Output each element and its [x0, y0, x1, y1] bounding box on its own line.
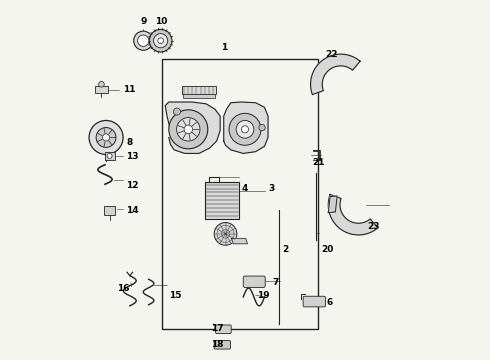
Polygon shape	[232, 238, 247, 244]
Circle shape	[184, 125, 193, 134]
Text: 20: 20	[321, 244, 334, 253]
Text: 1: 1	[220, 43, 227, 52]
Text: 9: 9	[141, 17, 147, 26]
Text: 12: 12	[126, 181, 139, 190]
Text: 2: 2	[282, 244, 289, 253]
Text: 4: 4	[242, 184, 248, 193]
Text: 11: 11	[122, 85, 135, 94]
Bar	[105, 152, 115, 160]
Text: 21: 21	[312, 158, 325, 167]
Bar	[104, 206, 115, 215]
Text: 6: 6	[326, 298, 333, 307]
Circle shape	[242, 126, 248, 133]
Circle shape	[149, 30, 172, 52]
Circle shape	[98, 81, 104, 87]
Text: 19: 19	[257, 291, 270, 300]
Polygon shape	[224, 102, 268, 153]
Bar	[182, 86, 216, 94]
Text: 7: 7	[272, 278, 279, 287]
Circle shape	[173, 108, 180, 115]
Text: 18: 18	[211, 340, 224, 349]
Circle shape	[236, 121, 254, 138]
Circle shape	[169, 110, 208, 149]
Polygon shape	[328, 194, 378, 235]
Circle shape	[229, 113, 261, 145]
Circle shape	[102, 134, 110, 141]
Text: 17: 17	[211, 324, 224, 333]
Text: 23: 23	[368, 221, 380, 230]
FancyBboxPatch shape	[303, 296, 325, 307]
Polygon shape	[311, 54, 360, 95]
Text: 22: 22	[325, 50, 338, 59]
Circle shape	[134, 31, 153, 50]
Circle shape	[176, 118, 200, 141]
Circle shape	[89, 121, 123, 154]
Text: 5: 5	[223, 232, 229, 241]
Text: 13: 13	[126, 153, 139, 162]
Bar	[162, 59, 318, 329]
Circle shape	[214, 222, 237, 245]
Circle shape	[153, 33, 168, 48]
Text: 3: 3	[268, 184, 274, 193]
Text: 8: 8	[126, 138, 132, 147]
Text: 15: 15	[169, 291, 181, 300]
Circle shape	[259, 124, 265, 131]
Polygon shape	[165, 102, 220, 153]
Bar	[183, 94, 215, 99]
Circle shape	[96, 127, 116, 147]
Text: 16: 16	[117, 284, 130, 293]
Circle shape	[158, 38, 164, 44]
FancyBboxPatch shape	[216, 325, 231, 333]
Polygon shape	[328, 196, 337, 213]
Text: 14: 14	[126, 206, 139, 215]
Circle shape	[138, 35, 149, 46]
FancyBboxPatch shape	[214, 341, 230, 349]
Text: 10: 10	[155, 17, 168, 26]
Circle shape	[107, 153, 112, 158]
FancyBboxPatch shape	[243, 276, 265, 287]
Bar	[95, 86, 108, 93]
Bar	[205, 182, 239, 219]
